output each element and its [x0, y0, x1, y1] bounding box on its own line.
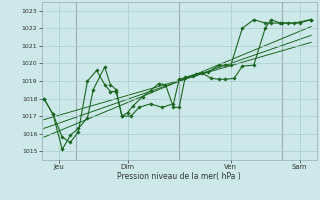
X-axis label: Pression niveau de la mer( hPa ): Pression niveau de la mer( hPa )	[117, 172, 241, 181]
